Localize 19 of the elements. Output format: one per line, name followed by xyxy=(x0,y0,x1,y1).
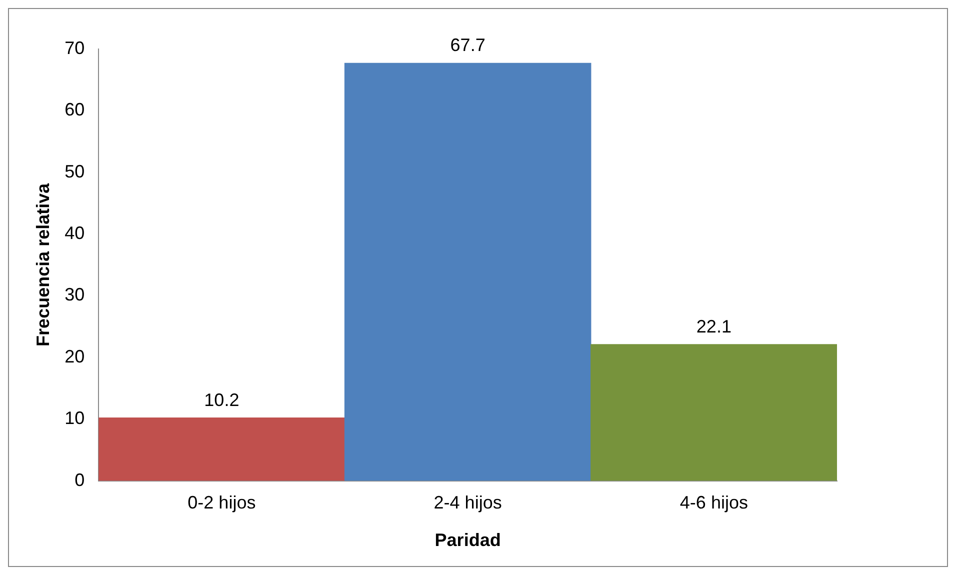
y-tick-label: 20 xyxy=(64,346,85,366)
y-tick-label: 50 xyxy=(64,161,85,182)
bar xyxy=(590,344,837,481)
x-axis-title: Paridad xyxy=(434,530,501,550)
data-label: 22.1 xyxy=(696,316,732,336)
x-tick-label: 0-2 hijos xyxy=(188,492,256,513)
y-tick-label: 60 xyxy=(64,100,85,120)
x-tick-label: 4-6 hijos xyxy=(680,492,748,513)
x-tick-label: 2-4 hijos xyxy=(434,492,502,513)
y-tick-label: 30 xyxy=(64,284,85,305)
y-tick-label: 10 xyxy=(64,408,85,428)
y-axis-title: Frecuencia relativa xyxy=(32,182,53,346)
bar xyxy=(98,418,346,481)
y-tick-label: 70 xyxy=(64,38,85,58)
data-label: 10.2 xyxy=(204,390,240,410)
data-label: 67.7 xyxy=(450,35,486,56)
bar xyxy=(344,62,592,481)
y-tick-label: 0 xyxy=(74,470,85,490)
y-tick-label: 40 xyxy=(64,223,85,244)
